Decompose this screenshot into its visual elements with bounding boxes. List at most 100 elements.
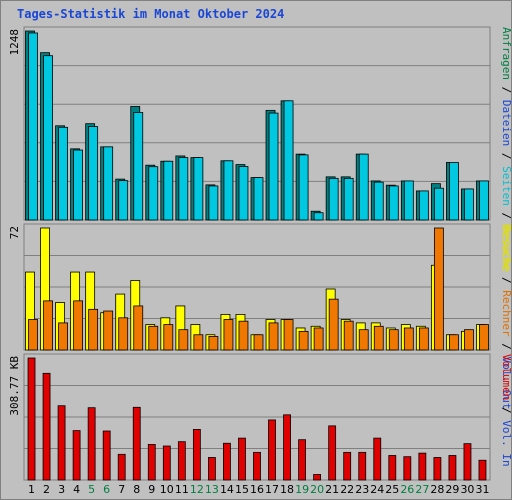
bar-dateien-day-7	[118, 180, 129, 221]
bar-rechner-day-14	[223, 319, 234, 351]
bar-rechner-day-11	[178, 329, 189, 351]
legend-entry: Dateien	[500, 100, 512, 146]
bar-volumen-day-24	[373, 437, 382, 481]
x-tick-label-day-22: 22	[340, 483, 354, 496]
legend-entry: Besuche	[500, 226, 512, 272]
bar-volumen-day-29	[448, 455, 457, 481]
x-tick-label-day-29: 29	[445, 483, 459, 496]
bar-rechner-day-23	[358, 329, 369, 351]
x-tick-label-day-1: 1	[28, 483, 35, 496]
legend-entry: Rechner	[500, 290, 512, 337]
bar-volumen-day-15	[238, 437, 246, 481]
x-tick-label-day-18: 18	[280, 483, 294, 496]
x-tick-label-day-24: 24	[370, 483, 384, 496]
bar-volumen-day-12	[192, 429, 201, 481]
bar-volumen-day-21	[328, 425, 337, 481]
bar-dateien-day-25	[388, 185, 399, 221]
bar-dateien-day-8	[133, 112, 144, 221]
x-tick-label-day-6: 6	[103, 483, 110, 496]
y-max-label: 1248	[8, 29, 21, 56]
x-tick-label-day-10: 10	[160, 483, 174, 496]
bar-volumen-day-11	[177, 441, 186, 481]
bar-dateien-day-22	[343, 177, 354, 221]
right-legend-label: Besuche / Rechner / Vol. Out	[500, 224, 512, 409]
right-legend-label: Volumen / Vol. In	[500, 354, 512, 467]
bar-volumen-day-2	[42, 372, 51, 481]
x-tick-label-day-28: 28	[430, 483, 444, 496]
x-tick-label-day-13: 13	[205, 483, 219, 496]
bar-volumen-day-19	[298, 439, 307, 481]
x-tick-label-day-8: 8	[133, 483, 140, 496]
bar-rechner-day-25	[388, 329, 399, 351]
legend-entry: Vol. In	[500, 420, 512, 466]
x-tick-label-day-14: 14	[220, 483, 234, 496]
bar-volumen-day-17	[268, 419, 276, 481]
bar-volumen-day-3	[57, 405, 66, 481]
bar-rechner-day-5	[88, 308, 99, 351]
bar-dateien-day-19	[298, 154, 309, 221]
bar-dateien-day-29	[449, 162, 459, 221]
bar-dateien-day-11	[178, 157, 189, 221]
bar-dateien-day-13	[208, 185, 219, 221]
bar-rechner-day-20	[313, 327, 324, 351]
chart-panels: 1248 Anfragen / Dateien / Seiten / Besuch…	[8, 26, 512, 481]
bar-rechner-day-3	[58, 322, 68, 351]
x-tick-label-day-21: 21	[325, 483, 339, 496]
bar-rechner-day-4	[73, 300, 84, 351]
bar-dateien-day-16	[253, 177, 264, 221]
bar-dateien-day-4	[73, 149, 84, 221]
bar-rechner-day-29	[449, 334, 459, 351]
legend-entry: Anfragen	[500, 27, 512, 80]
x-tick-label-day-3: 3	[58, 483, 65, 496]
x-tick-label-day-20: 20	[310, 483, 324, 496]
x-tick-label-day-11: 11	[175, 483, 189, 496]
x-tick-label-day-25: 25	[385, 483, 399, 496]
bar-rechner-day-12	[193, 334, 204, 351]
bar-volumen-day-14	[223, 442, 231, 481]
bar-rechner-day-18	[283, 319, 294, 351]
bar-dateien-day-26	[403, 180, 414, 221]
x-tick-label-day-27: 27	[415, 483, 429, 496]
bar-dateien-day-20	[313, 212, 324, 221]
bar-dateien-day-14	[223, 160, 234, 221]
legend-entry: Seiten	[500, 166, 512, 206]
bar-volumen-day-5	[87, 407, 96, 481]
x-tick-label-day-9: 9	[148, 483, 155, 496]
bar-volumen-day-6	[102, 430, 111, 481]
y-max-label: 308.77 KB	[8, 356, 21, 416]
bar-volumen-day-18	[283, 414, 291, 481]
legend-entry: /	[500, 206, 512, 226]
right-legend-label: Anfragen / Dateien / Seiten / Besuche	[500, 27, 512, 272]
bar-rechner-day-16	[253, 334, 264, 351]
bar-dateien-day-30	[464, 188, 474, 221]
x-tick-label-day-7: 7	[118, 483, 125, 496]
bar-dateien-day-9	[148, 166, 159, 221]
legend-entry: Volumen	[500, 354, 512, 400]
bar-volumen-day-25	[388, 455, 397, 481]
bar-volumen-day-1	[27, 357, 36, 481]
x-tick-label-day-30: 30	[460, 483, 474, 496]
bar-dateien-day-12	[193, 157, 204, 221]
x-axis-day-labels: 1 2 3 4 5 6 7 8 9 10 11 12 13 14 15 16 17 18 19 20 21 22 23 24 2…	[28, 483, 489, 496]
bar-volumen-day-20	[313, 474, 322, 481]
page-title: Tages-Statistik im Monat Oktober 2024	[17, 7, 285, 21]
chart-panel-2: 72 Besuche / Rechner / Vol. Out	[8, 223, 512, 409]
bar-dateien-day-17	[268, 112, 279, 221]
x-tick-label-day-17: 17	[265, 483, 279, 496]
bar-dateien-day-2	[43, 55, 53, 221]
bar-dateien-day-5	[88, 126, 99, 221]
x-tick-label-day-4: 4	[73, 483, 80, 496]
bar-volumen-day-16	[253, 451, 261, 481]
legend-entry: Vol. Out	[500, 356, 512, 409]
legend-entry: /	[500, 337, 512, 357]
legend-entry: Besuche	[500, 224, 512, 270]
bar-rechner-day-22	[343, 320, 354, 351]
x-tick-label-day-16: 16	[250, 483, 264, 496]
bar-rechner-day-30	[464, 329, 474, 351]
x-tick-label-day-15: 15	[235, 483, 249, 496]
bar-dateien-day-6	[103, 146, 114, 221]
chart-panel-3: 308.77 KB Volumen / Vol. In	[8, 353, 512, 481]
bar-volumen-day-22	[343, 451, 352, 481]
bar-rechner-day-13	[208, 336, 219, 351]
bar-volumen-day-28	[433, 457, 442, 481]
